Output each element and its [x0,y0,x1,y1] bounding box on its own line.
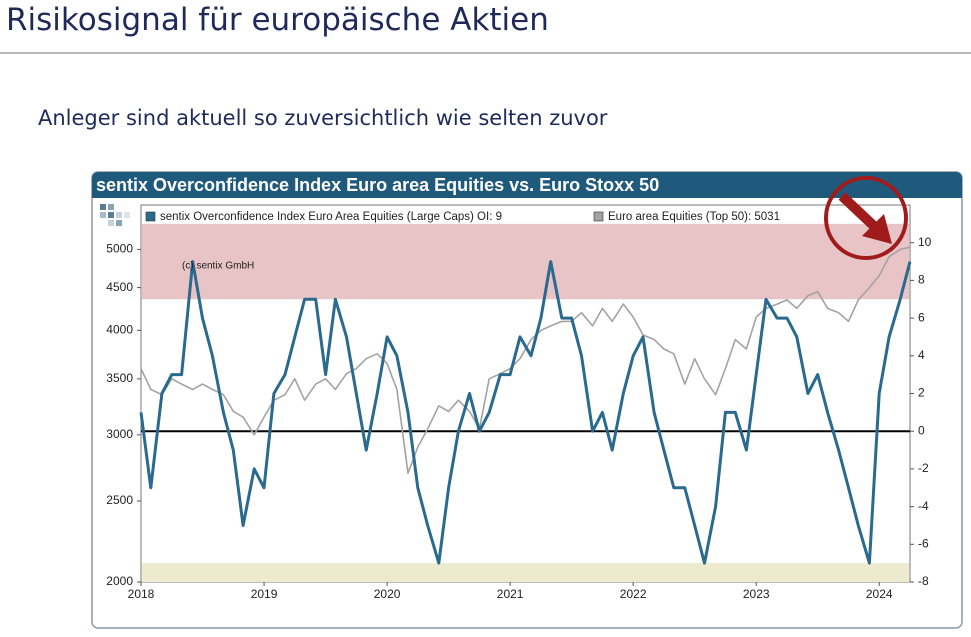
y2-tick-label: 2 [918,386,925,400]
divider [0,52,971,54]
y-tick-label: 4000 [106,323,133,337]
y-tick-label: 2500 [106,493,133,507]
y2-tick-label: 0 [918,423,925,437]
legend-label: sentix Overconfidence Index Euro Area Eq… [160,211,502,223]
y2-tick-label: -4 [918,499,929,513]
x-tick-label: 2019 [251,587,278,601]
chart-title: sentix Overconfidence Index Euro area Eq… [96,175,659,195]
annotation: (c) sentix GmbH [182,261,254,272]
band [142,223,909,300]
y-tick-label: 3500 [106,371,133,385]
chart-header [92,172,962,198]
y2-tick-label: 10 [918,235,932,249]
page-title: Risikosignal für europäische Aktien [6,2,549,38]
x-tick-label: 2018 [128,587,155,601]
x-tick-label: 2022 [620,587,647,601]
y2-tick-label: -8 [918,574,929,588]
y-tick-label: 4500 [106,280,133,294]
y2-tick-label: -2 [918,461,929,475]
x-tick-label: 2023 [743,587,770,601]
legend-label: Euro area Equities (Top 50): 5031 [608,211,780,223]
legend-swatch [145,211,156,222]
y2-tick-label: -6 [918,536,929,550]
x-tick-label: 2024 [866,587,893,601]
logo [100,204,130,226]
series-line [139,260,912,565]
arrow-sign [824,176,908,260]
y2-tick-label: 6 [918,310,925,324]
band [142,563,909,582]
plot-area: 2000 2500 3000 3500 4000 4500 5000 -8 -6 -4 -2 0 2 4 6… [106,204,932,601]
x-tick-label: 2021 [497,587,524,601]
y2-tick-label: 8 [918,273,925,287]
y2-tick-label: 4 [918,348,925,362]
y-tick-label: 2000 [106,574,133,588]
y-tick-label: 5000 [106,242,133,256]
y-tick-label: 3000 [106,427,133,441]
legend-swatch [593,211,604,222]
subtitle: Anleger sind aktuell so zuversichtlich w… [38,106,608,130]
x-tick-label: 2020 [374,587,401,601]
